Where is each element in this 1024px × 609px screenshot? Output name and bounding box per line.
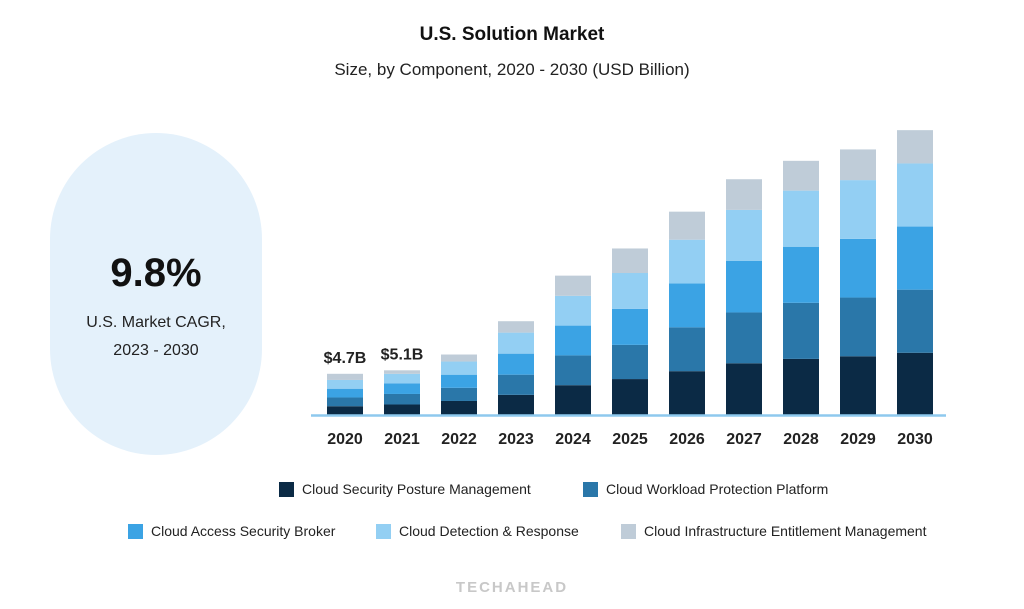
bar-segment-2024-s1	[555, 355, 591, 386]
legend-item-cwpp: Cloud Workload Protection Platform	[583, 481, 828, 497]
bar-segment-2025-s3	[612, 273, 648, 309]
bar-segment-2022-s1	[441, 387, 477, 401]
bar-segment-2023-s0	[498, 394, 534, 415]
cagr-value: 9.8%	[110, 251, 202, 295]
bar-segment-2027-s2	[726, 260, 762, 313]
legend-label: Cloud Workload Protection Platform	[606, 481, 829, 497]
x-tick-label-2030: 2030	[897, 431, 933, 448]
bar-segment-2020-s1	[327, 397, 363, 407]
x-tick-label-2027: 2027	[726, 431, 762, 448]
bar-segment-2030-s2	[897, 226, 933, 290]
bar-segment-2020-s3	[327, 379, 363, 389]
bar-segment-2024-s4	[555, 275, 591, 296]
legend-swatch	[128, 523, 143, 539]
x-tick-label-2021: 2021	[384, 431, 420, 448]
bar-segment-2026-s1	[669, 327, 705, 372]
chart-title: U.S. Solution Market	[419, 24, 605, 45]
bar-segment-2030-s3	[897, 163, 933, 227]
bar-segment-2025-s4	[612, 248, 648, 274]
legend-item-casb: Cloud Access Security Broker	[128, 523, 335, 539]
bar-segment-2026-s0	[669, 371, 705, 415]
bar-segment-2027-s3	[726, 209, 762, 261]
legend-label: Cloud Security Posture Management	[302, 481, 531, 497]
x-tick-label-2022: 2022	[441, 431, 477, 448]
bar-segment-2023-s4	[498, 321, 534, 333]
bar-segment-2029-s3	[840, 180, 876, 239]
bar-segment-2028-s1	[783, 302, 819, 359]
x-tick-label-2026: 2026	[669, 431, 705, 448]
bar-segment-2021-s3	[384, 373, 420, 384]
bar-segment-2028-s2	[783, 246, 819, 303]
bar-segment-2025-s2	[612, 308, 648, 345]
bar-segment-2028-s0	[783, 358, 819, 415]
bar-segment-2027-s0	[726, 363, 762, 415]
chart-subtitle: Size, by Component, 2020 - 2030 (USD Bil…	[334, 60, 690, 79]
bar-segment-2025-s0	[612, 379, 648, 415]
legend-label: Cloud Access Security Broker	[151, 523, 336, 539]
legend-label: Cloud Infrastructure Entitlement Managem…	[644, 523, 927, 539]
cagr-label-line2: 2023 - 2030	[113, 342, 199, 359]
x-tick-label-2024: 2024	[555, 431, 591, 448]
x-tick-label-2025: 2025	[612, 431, 648, 448]
bar-segment-2030-s1	[897, 289, 933, 353]
bar-segment-2020-s2	[327, 388, 363, 398]
bar-segment-2021-s0	[384, 404, 420, 415]
bar-segment-2026-s2	[669, 283, 705, 328]
x-tick-label-2028: 2028	[783, 431, 819, 448]
bar-segment-2028-s4	[783, 160, 819, 191]
bar-segment-2028-s3	[783, 190, 819, 247]
bar-segment-2026-s3	[669, 239, 705, 284]
legend-swatch	[279, 481, 294, 497]
x-tick-label-2020: 2020	[327, 431, 363, 448]
bar-segment-2022-s0	[441, 400, 477, 415]
legend-item-cdr: Cloud Detection & Response	[376, 523, 579, 539]
bar-segment-2020-s4	[327, 373, 363, 380]
legend-swatch	[583, 481, 598, 497]
bar-segment-2022-s4	[441, 354, 477, 362]
data-label-2021: $5.1B	[381, 346, 424, 363]
bar-segment-2023-s3	[498, 332, 534, 354]
bar-segment-2027-s4	[726, 179, 762, 210]
bar-segment-2030-s0	[897, 352, 933, 415]
x-tick-label-2029: 2029	[840, 431, 876, 448]
cagr-label-line1: U.S. Market CAGR,	[86, 314, 226, 331]
bar-segment-2021-s4	[384, 370, 420, 374]
bar-segment-2029-s4	[840, 149, 876, 181]
bar-segment-2021-s1	[384, 393, 420, 405]
bar-segment-2026-s4	[669, 211, 705, 240]
bar-segment-2024-s3	[555, 295, 591, 326]
legend-swatch	[376, 523, 391, 539]
legend-item-ciem: Cloud Infrastructure Entitlement Managem…	[621, 523, 926, 539]
bar-segment-2027-s1	[726, 312, 762, 364]
cagr-label: U.S. Market CAGR, 2023 - 2030	[50, 309, 262, 365]
brand-logo: TECHAHEAD	[455, 579, 569, 596]
legend-label: Cloud Detection & Response	[399, 523, 579, 539]
bar-segment-2023-s1	[498, 374, 534, 395]
bar-segment-2021-s2	[384, 383, 420, 394]
bar-segment-2022-s3	[441, 361, 477, 375]
cagr-panel: 9.8% U.S. Market CAGR, 2023 - 2030	[50, 133, 262, 455]
legend-swatch	[621, 523, 636, 539]
bar-segment-2024-s2	[555, 325, 591, 356]
bar-segment-2029-s2	[840, 238, 876, 298]
bar-segment-2020-s0	[327, 406, 363, 415]
bar-segment-2029-s1	[840, 297, 876, 357]
bar-segment-2025-s1	[612, 344, 648, 380]
bar-segment-2030-s4	[897, 130, 933, 164]
bar-segment-2024-s0	[555, 385, 591, 415]
bar-segment-2022-s2	[441, 374, 477, 388]
bar-segment-2029-s0	[840, 356, 876, 415]
legend-item-cspm: Cloud Security Posture Management	[279, 481, 531, 497]
bar-segment-2023-s2	[498, 353, 534, 375]
data-label-2020: $4.7B	[324, 350, 367, 367]
x-tick-label-2023: 2023	[498, 431, 534, 448]
